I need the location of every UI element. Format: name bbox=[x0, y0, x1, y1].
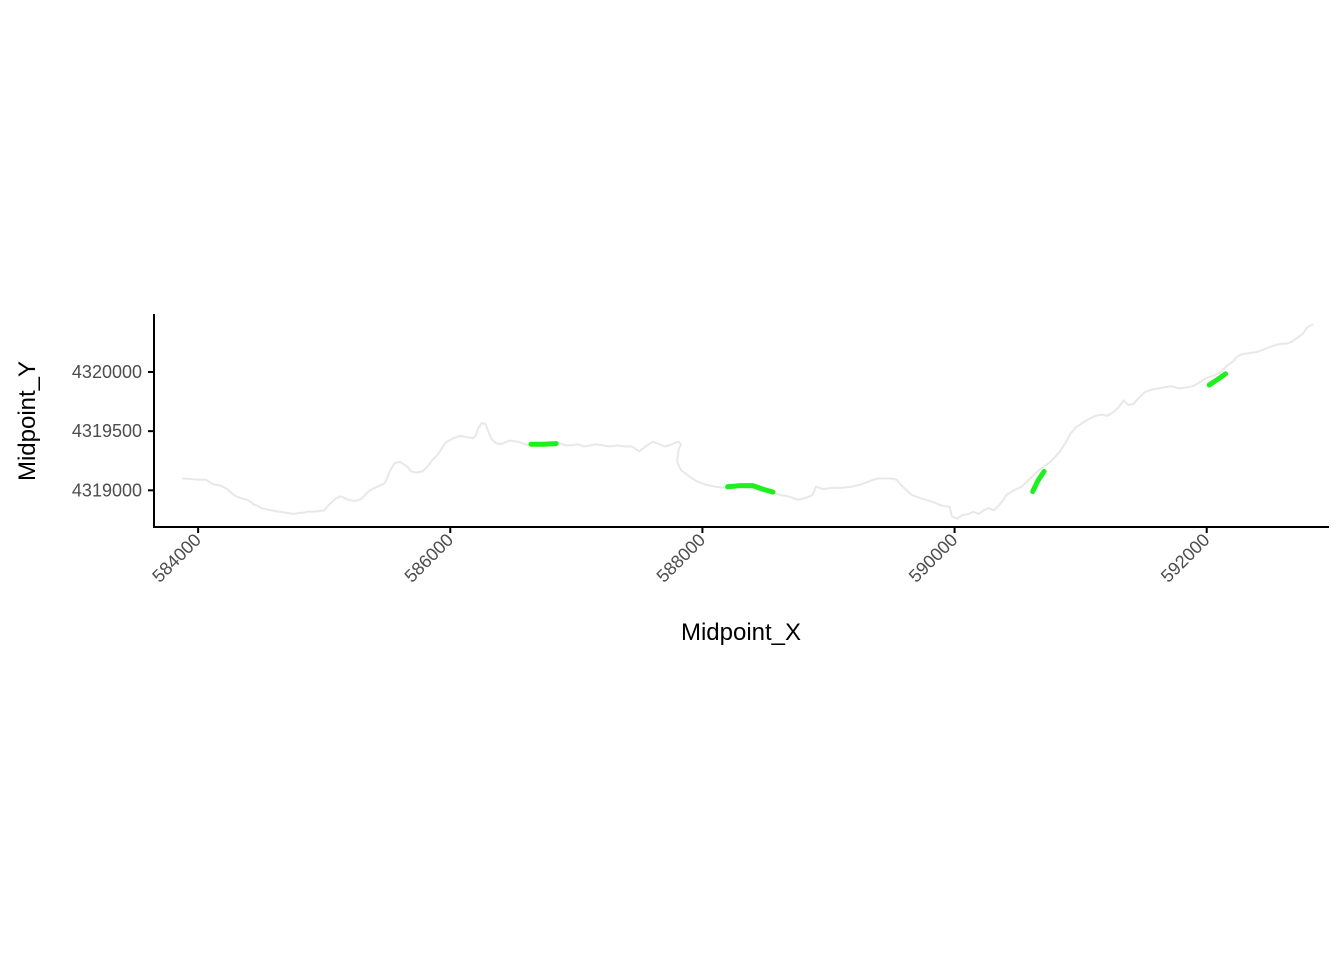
highlight-segment-4 bbox=[1206, 371, 1229, 388]
plot-area bbox=[182, 323, 1314, 520]
stream-line bbox=[182, 323, 1314, 520]
x-axis-title: Midpoint_X bbox=[681, 619, 801, 646]
highlight-segment-1 bbox=[528, 441, 559, 447]
y-tick-label: 4320000 bbox=[72, 362, 142, 382]
y-axis-title: Midpoint_Y bbox=[14, 361, 41, 481]
highlight-segment-3 bbox=[1030, 468, 1047, 494]
highlight-segment-2 bbox=[725, 483, 776, 495]
y-tick-label: 4319500 bbox=[72, 421, 142, 441]
y-tick-label: 4319000 bbox=[72, 480, 142, 500]
